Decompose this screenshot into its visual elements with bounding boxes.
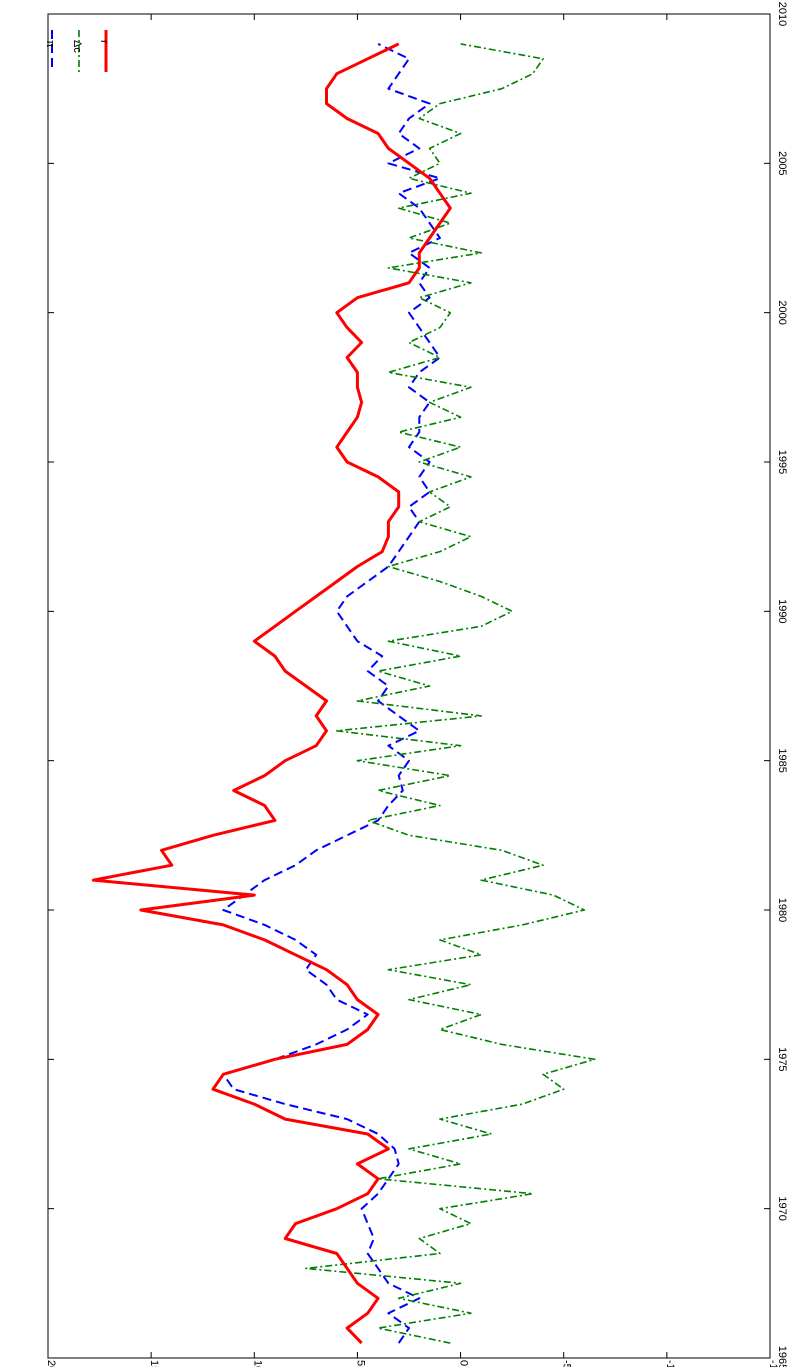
legend-label: Δc — [71, 40, 83, 53]
x-tick-label: 1970 — [776, 1196, 788, 1220]
y-tick-label: 0 — [458, 1360, 470, 1366]
series-line-2 — [305, 43, 596, 1344]
y-tick-label: 20 — [45, 1360, 57, 1367]
series-line-1 — [222, 42, 441, 1344]
axes — [47, 13, 771, 1359]
x-tick-label: 1985 — [776, 748, 788, 772]
series-line-3 — [91, 42, 452, 1345]
x-tick-label: 2000 — [776, 300, 788, 324]
legend-label: r — [98, 40, 110, 44]
y-tick-label: 10 — [251, 1360, 263, 1367]
plot-frame — [47, 13, 771, 1359]
x-tick-label: 1990 — [776, 599, 788, 623]
x-tick-label: 1995 — [776, 450, 788, 474]
y-tick-label: -10 — [664, 1360, 676, 1367]
y-tick-label: 15 — [148, 1360, 160, 1367]
y-tick-label: -15 — [767, 1360, 779, 1367]
legend-label: π — [44, 40, 56, 48]
legend: π Δc r — [44, 30, 110, 72]
y-tick-label: 5 — [354, 1360, 366, 1366]
y-tick-label: -5 — [561, 1360, 573, 1367]
x-tick-label: 1975 — [776, 1047, 788, 1071]
series-lines — [91, 42, 596, 1345]
x-tick-label: 1980 — [776, 898, 788, 922]
x-tick-label: 1965 — [776, 1346, 788, 1367]
x-tick-label: 2005 — [776, 151, 788, 175]
x-tick-label: 2010 — [776, 2, 788, 26]
